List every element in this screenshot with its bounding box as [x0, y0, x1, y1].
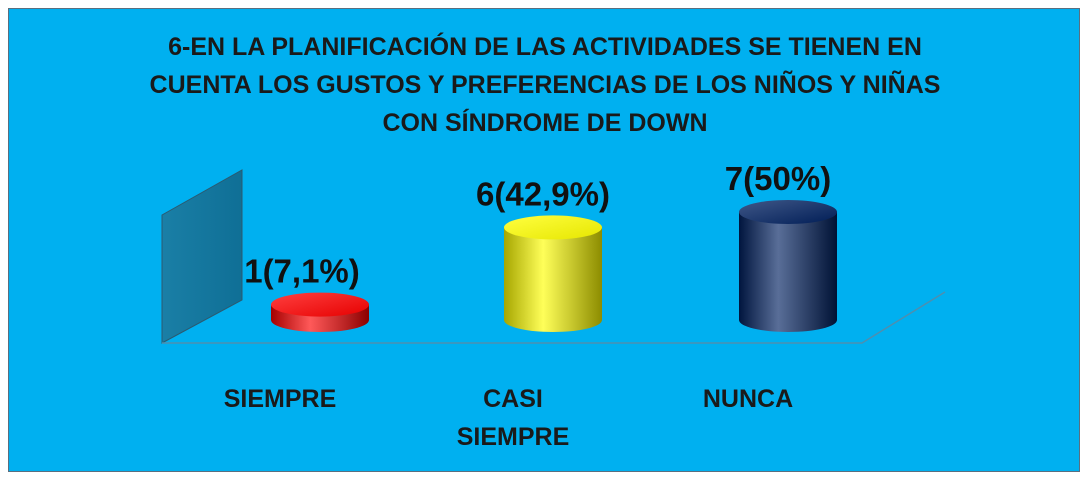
floor-edge: [162, 291, 946, 344]
back-wall: [161, 169, 243, 344]
cylinder-side: [739, 212, 837, 332]
cylinder-top: [739, 200, 837, 224]
bar: [739, 200, 837, 332]
chart-title: 6-EN LA PLANIFICACIÓN DE LAS ACTIVIDADES…: [149, 33, 941, 137]
bar: [271, 292, 369, 332]
data-label: 6(42,9%): [476, 175, 610, 212]
data-label: 1(7,1%): [244, 253, 360, 290]
x-tick-label: CASI SIEMPRE: [456, 385, 570, 451]
x-tick-label: SIEMPRE: [223, 385, 337, 413]
bar: [504, 215, 602, 332]
cylinder-top: [271, 292, 369, 317]
data-label: 7(50%): [725, 160, 831, 197]
cylinder-top: [504, 215, 602, 240]
cylinder-side: [504, 227, 602, 332]
x-tick-label: NUNCA: [702, 385, 794, 413]
